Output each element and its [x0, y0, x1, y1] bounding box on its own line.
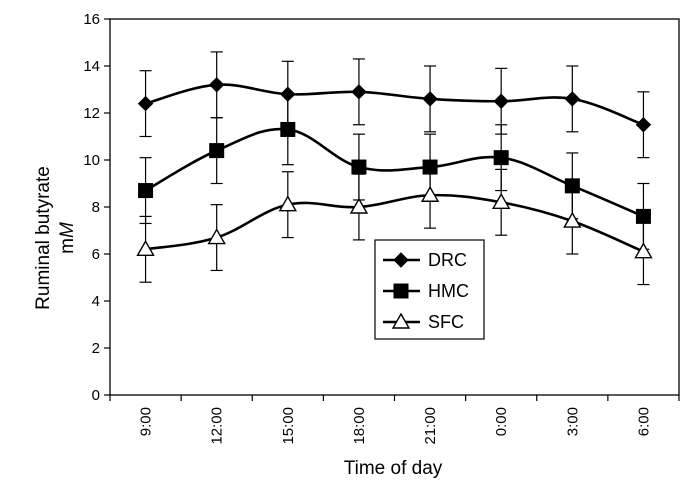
- data-point: [563, 211, 582, 228]
- x-tick-label: 18:00: [351, 407, 368, 445]
- y-tick-label: 4: [92, 293, 100, 310]
- legend-marker: [393, 252, 409, 268]
- data-point: [280, 121, 296, 137]
- x-tick-label: 3:00: [564, 407, 581, 436]
- y-axis: 0 2 4 6 8 10 12 14 16: [83, 11, 110, 404]
- x-tick-label: 21:00: [422, 407, 439, 445]
- data-point: [491, 192, 511, 210]
- data-point: [493, 150, 509, 166]
- series-line: [144, 127, 644, 218]
- x-axis: 9:00 12:00 15:00 18:00 21:00 0:00 3:00 6:00: [109, 395, 680, 445]
- y-axis-unit-prefix: m: [57, 238, 78, 254]
- data-point: [138, 183, 154, 199]
- y-axis-title-line2: mM: [57, 222, 78, 254]
- y-axis-title-line1: Ruminal butyrate: [33, 166, 54, 310]
- data-point: [420, 185, 440, 202]
- series-line: [145, 83, 644, 126]
- series-line: [145, 193, 644, 253]
- data-point: [208, 77, 225, 93]
- y-tick-label: 0: [92, 387, 100, 404]
- series-sfc: [136, 161, 653, 286]
- y-tick-label: 12: [83, 105, 100, 122]
- y-axis-unit: M: [57, 222, 78, 238]
- data-point: [349, 197, 369, 214]
- data-point: [634, 242, 653, 259]
- legend: DRC HMC SFC: [374, 239, 485, 340]
- x-tick-label: 15:00: [280, 407, 297, 445]
- x-tick-label: 9:00: [138, 407, 155, 436]
- data-point: [136, 239, 155, 257]
- data-point: [278, 195, 298, 212]
- y-tick-label: 10: [83, 152, 100, 169]
- data-point: [422, 91, 438, 107]
- series-drc: [137, 51, 652, 159]
- x-tick-label: 0:00: [493, 407, 510, 436]
- data-point: [564, 91, 581, 107]
- series-layer: [136, 51, 653, 286]
- x-tick-label: 6:00: [635, 407, 652, 436]
- legend-label: DRC: [428, 250, 467, 270]
- legend-marker: [393, 283, 409, 299]
- legend-label: HMC: [428, 281, 469, 301]
- data-point: [351, 84, 367, 100]
- data-point: [351, 159, 367, 175]
- y-tick-label: 16: [83, 11, 100, 28]
- data-point: [635, 117, 652, 133]
- x-tick-label: 12:00: [209, 407, 226, 445]
- data-point: [493, 93, 509, 109]
- data-point: [137, 95, 154, 112]
- legend-label: SFC: [428, 312, 464, 332]
- data-point: [209, 143, 225, 159]
- y-tick-label: 6: [92, 246, 100, 263]
- x-axis-title: Time of day: [344, 458, 443, 479]
- y-tick-label: 14: [83, 58, 100, 75]
- y-tick-label: 2: [92, 340, 100, 357]
- data-point: [207, 228, 226, 245]
- legend-marker: [391, 312, 411, 329]
- y-tick-label: 8: [92, 199, 100, 216]
